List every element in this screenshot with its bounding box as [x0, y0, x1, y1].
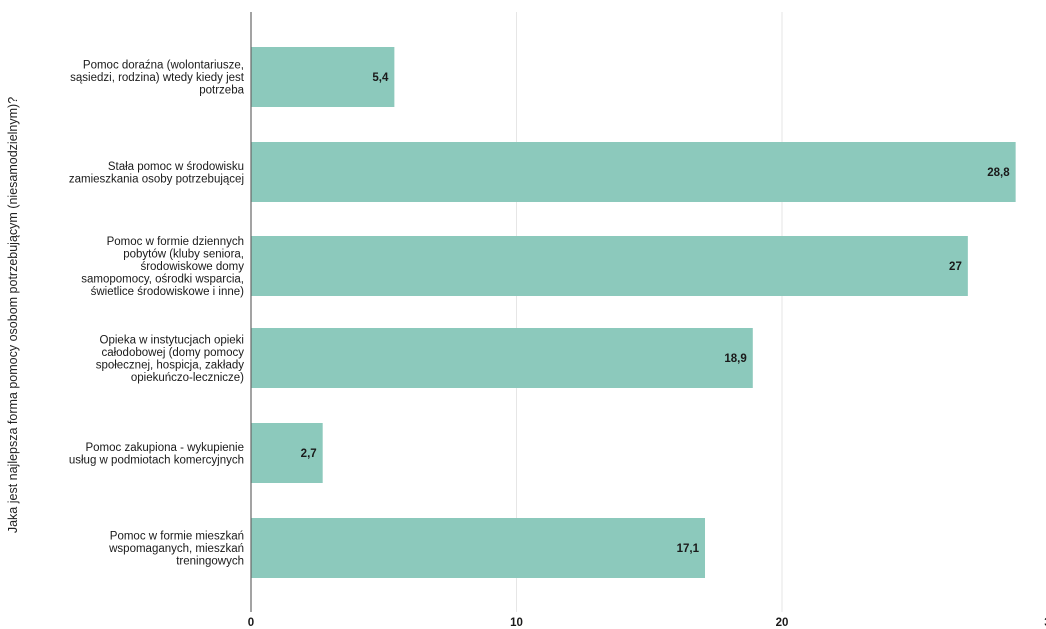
bar — [251, 423, 323, 483]
bar — [251, 236, 968, 296]
category-label-line: społecznej, hospicja, zakłady — [96, 359, 245, 371]
category-label-line: usług w podmiotach komercyjnych — [69, 454, 244, 466]
category-label-line: zamieszkania osoby potrzebującej — [69, 173, 244, 185]
bar — [251, 518, 706, 578]
category-label-line: Pomoc doraźna (wolontariusze, — [83, 60, 244, 72]
category-label: Pomoc w formie mieszkań wspomaganych, mie… — [108, 531, 244, 568]
category-label-line: świetlice środowiskowe i inne) — [91, 286, 245, 298]
x-tick-label: 20 — [776, 617, 789, 629]
category-label-line: pobytów (kluby seniora, — [123, 249, 244, 261]
bar — [251, 142, 1016, 202]
category-label: Opieka w instytucjach opieki całodobowej … — [96, 334, 245, 384]
category-label: Pomoc doraźna (wolontariusze, sąsiedzi, r… — [70, 60, 245, 97]
value-label: 2,7 — [301, 448, 317, 460]
category-label-line: Pomoc w formie mieszkań — [110, 531, 244, 543]
category-label-line: Stała pomoc w środowisku — [108, 161, 244, 173]
value-label: 18,9 — [724, 353, 746, 365]
category-label: Stała pomoc w środowisku zamieszkania oso… — [69, 161, 244, 186]
bar — [251, 47, 395, 107]
category-label-line: całodobowej (domy pomocy — [101, 347, 244, 359]
category-label: Pomoc zakupiona - wykupienie usług w podm… — [69, 442, 244, 467]
value-label: 17,1 — [677, 543, 700, 555]
category-label-line: treningowych — [176, 556, 244, 568]
x-tick-label: 0 — [248, 617, 254, 629]
value-label: 5,4 — [372, 72, 389, 84]
category-label-line: potrzeba — [199, 85, 244, 97]
value-label: 28,8 — [987, 167, 1010, 179]
category-label-line: samopomocy, ośrodki wsparcia, — [81, 274, 244, 286]
value-label: 27 — [949, 261, 962, 273]
x-tick-label: 3 — [1044, 617, 1046, 629]
category-label-line: opiekuńczo-lecznicze) — [131, 372, 244, 384]
category-label-line: Pomoc w formie dziennych — [107, 236, 244, 248]
category-label-line: sąsiedzi, rodzina) wtedy kiedy jest — [70, 72, 245, 84]
bar — [251, 328, 753, 388]
category-label-line: Pomoc zakupiona - wykupienie — [85, 442, 244, 454]
x-tick-label: 10 — [510, 617, 523, 629]
category-label: Pomoc w formie dziennych pobytów (kluby s… — [81, 236, 244, 298]
category-label-line: wspomaganych, mieszkań — [108, 543, 244, 555]
category-label-line: Opieka w instytucjach opieki — [100, 334, 244, 346]
category-label-line: środowiskowe domy — [140, 261, 244, 273]
